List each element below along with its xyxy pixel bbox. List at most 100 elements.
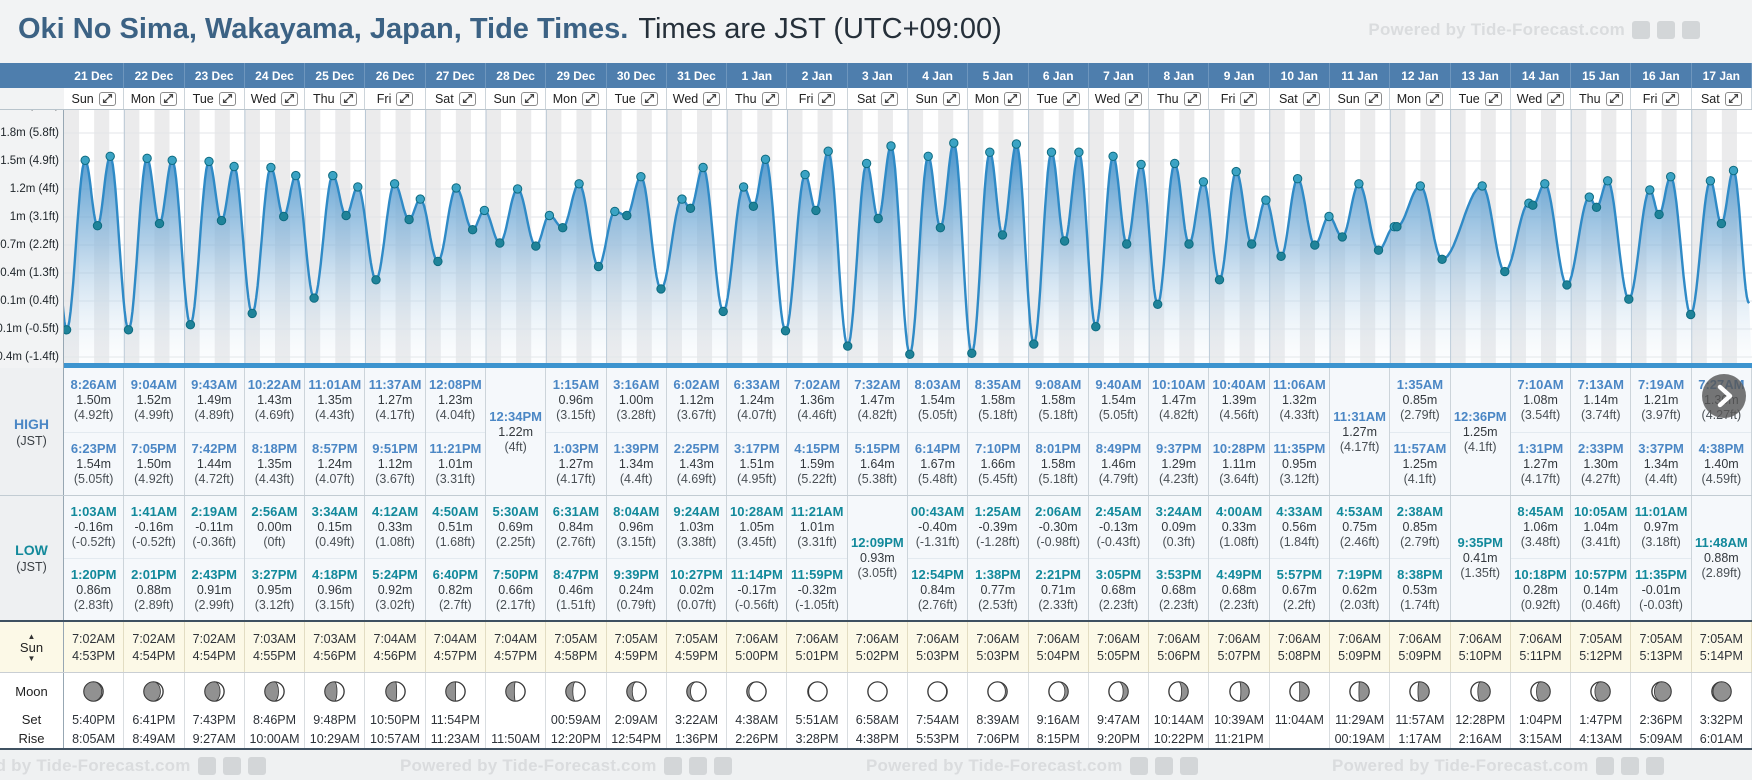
- day-expand-button[interactable]: [761, 91, 779, 106]
- day-expand-button[interactable]: [942, 91, 960, 106]
- sun-row-label: ▲ Sun ▼: [0, 622, 64, 672]
- sunset-time: 5:09PM: [1398, 648, 1442, 663]
- watermark-app-icon: [688, 757, 707, 775]
- day-expand-button[interactable]: [1426, 91, 1444, 106]
- day-expand-button[interactable]: [1004, 91, 1022, 106]
- tide-height-ft: (-0.03ft): [1639, 597, 1683, 612]
- tide-extreme-dot: [1059, 236, 1070, 246]
- tide-time: 5:24PM: [372, 566, 418, 582]
- next-days-button[interactable]: [1702, 374, 1746, 418]
- moon-phase-icon: [384, 681, 406, 702]
- moon-set-time: 11:04AM: [1269, 710, 1330, 729]
- tide-height-m: 1.23m: [437, 392, 473, 407]
- low-tide-entry: 1:38PM 0.77m (2.53ft): [968, 558, 1028, 620]
- low-tide-entry: 8:04AM 0.96m (3.15ft): [607, 496, 666, 558]
- day-cell: Fri: [1209, 88, 1270, 109]
- day-expand-button[interactable]: [160, 91, 178, 106]
- day-expand-button[interactable]: [1484, 91, 1502, 106]
- low-tide-entry: 5:24PM 0.92m (3.02ft): [365, 558, 425, 620]
- day-expand-button[interactable]: [880, 91, 898, 106]
- tide-height-ft: (4.43ft): [254, 471, 295, 486]
- low-tide-cell: 4:33AM 0.56m (1.84ft) 5:57PM 0.67m (2.2ft): [1269, 496, 1330, 620]
- day-expand-button[interactable]: [582, 91, 600, 106]
- day-expand-button[interactable]: [1662, 91, 1680, 106]
- date-header-cell: 28 Dec: [485, 63, 547, 88]
- tide-height-ft: (4.07ft): [314, 471, 355, 486]
- moon-rise-time: 7:06PM: [968, 729, 1029, 748]
- day-expand-button[interactable]: [1062, 91, 1080, 106]
- tide-time: 3:27PM: [251, 566, 298, 582]
- day-expand-button[interactable]: [1724, 91, 1742, 106]
- watermark-footer: Powered by Tide-Forecast.com: [400, 756, 732, 776]
- date-header-cell: 27 Dec: [425, 63, 486, 88]
- tide-extreme-dot: [92, 221, 103, 231]
- high-label: HIGH: [14, 415, 49, 432]
- tide-height-ft: (4.04ft): [435, 407, 476, 422]
- tide-height-m: -0.39m: [978, 520, 1018, 534]
- day-expand-button[interactable]: [1364, 91, 1382, 106]
- tide-height-ft: (5.05ft): [73, 471, 114, 486]
- sunset-time: 5:03PM: [976, 648, 1020, 663]
- day-expand-button[interactable]: [1605, 91, 1623, 106]
- date-header-spacer: [0, 63, 64, 88]
- day-expand-button[interactable]: [281, 91, 299, 106]
- day-expand-button[interactable]: [703, 91, 721, 106]
- day-cell: Thu: [727, 88, 788, 109]
- tide-time: 10:40AM: [1212, 376, 1266, 392]
- day-expand-button[interactable]: [218, 91, 236, 106]
- high-tide-entry: 8:49PM 1.46m (4.79ft): [1088, 431, 1149, 496]
- tide-height-ft: (1.08ft): [375, 535, 415, 549]
- tide-extreme-dot: [593, 261, 604, 272]
- tide-height-ft: (4.92ft): [73, 407, 114, 422]
- moon-phase-cell: [64, 673, 125, 710]
- day-expand-button[interactable]: [339, 91, 357, 106]
- high-tide-band: HIGH (JST) 8:26AM 1.50m (4.92ft) 6:23PM 1.54…: [0, 368, 1752, 495]
- tide-height-m: 1.25m: [1462, 424, 1498, 439]
- day-expand-button[interactable]: [1547, 91, 1565, 106]
- watermark-text: Powered by Tide-Forecast.com: [866, 756, 1123, 775]
- day-expand-button[interactable]: [458, 91, 476, 106]
- low-tide-entry: 4:50AM 0.51m (1.68ft): [426, 496, 485, 558]
- date-header-row: 21 Dec 22 Dec 23 Dec 24 Dec 25 Dec 26 Dec 27 D…: [0, 63, 1752, 88]
- moon-phase-cell: [1631, 673, 1692, 710]
- tide-height-ft: (4.92ft): [134, 471, 174, 486]
- tide-time: 8:35AM: [974, 376, 1022, 392]
- day-expand-button[interactable]: [818, 91, 836, 106]
- tide-height-m: 0.46m: [558, 582, 594, 597]
- day-expand-button[interactable]: [1302, 91, 1320, 106]
- date-header-cell: 12 Jan: [1390, 63, 1451, 88]
- tide-height-m: 0.96m: [317, 582, 353, 597]
- tide-height-ft: (2.33ft): [1038, 597, 1078, 612]
- tide-height-ft: (-0.98ft): [1036, 535, 1081, 549]
- watermark-app-icon: [1632, 21, 1650, 39]
- tide-time: 1:03AM: [70, 504, 117, 519]
- tide-time: 3:16AM: [613, 376, 660, 392]
- day-expand-button[interactable]: [1125, 91, 1143, 106]
- low-tide-entry: 6:31AM 0.84m (2.76ft): [546, 496, 605, 558]
- tide-extreme-dot: [1170, 158, 1180, 169]
- low-tide-entry: 6:40PM 0.82m (2.7ft): [425, 558, 485, 620]
- day-expand-button[interactable]: [396, 91, 414, 106]
- day-expand-button[interactable]: [98, 91, 116, 106]
- day-expand-button[interactable]: [1240, 91, 1258, 106]
- low-tide-cell: 1:41AM -0.16m (-0.52ft) 2:01PM 0.88m (2.89ft): [124, 496, 185, 620]
- high-tide-entry: 1:35AM 0.85m (2.79ft): [1390, 368, 1449, 432]
- tide-extreme-dot: [1198, 177, 1209, 187]
- expand-icon: [1066, 93, 1076, 104]
- low-tide-cell: 2:56AM 0.00m (0ft) 3:27PM 0.95m (3.12ft): [244, 496, 306, 620]
- tide-extreme-dot: [451, 183, 461, 193]
- tide-height-m: 1.01m: [799, 520, 835, 534]
- moon-rise-time: 2:26PM: [727, 729, 788, 748]
- sun-times-cell: 7:05AM 5:13PM: [1631, 622, 1692, 672]
- day-expand-button[interactable]: [1183, 91, 1201, 106]
- day-expand-button[interactable]: [520, 91, 538, 106]
- y-axis-tick-label: 1.2m (4ft): [9, 183, 59, 195]
- sunrise-time: 7:06AM: [1277, 631, 1321, 646]
- set-label: Set: [21, 712, 42, 727]
- high-tide-cell: 8:35AM 1.58m (5.18ft) 7:10PM 1.66m (5.45ft): [968, 368, 1029, 495]
- day-expand-button[interactable]: [640, 91, 658, 106]
- tide-height-ft: (3.48ft): [1520, 535, 1561, 549]
- tide-height-ft: (1.08ft): [1219, 535, 1259, 549]
- tide-height-m: 1.54m: [920, 392, 955, 407]
- day-of-week-label: Thu: [313, 91, 335, 106]
